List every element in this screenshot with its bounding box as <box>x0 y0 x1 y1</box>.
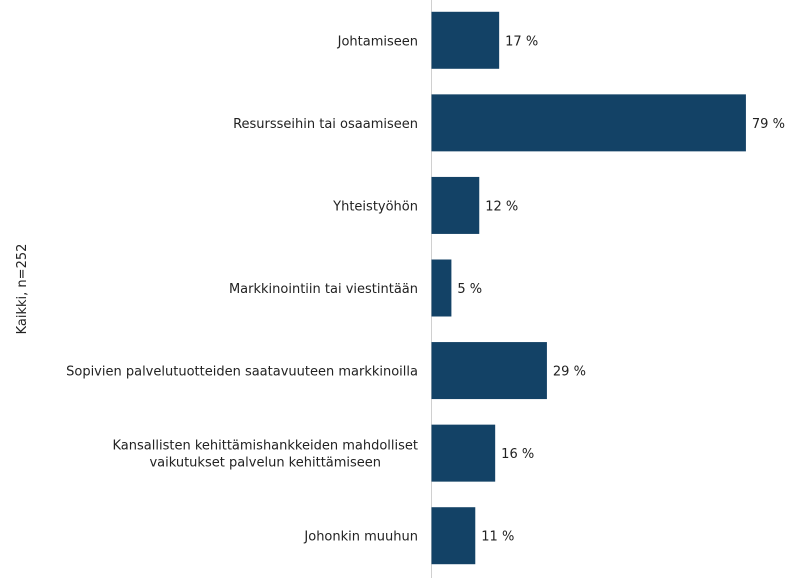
category-label-line: Kansallisten kehittämishankkeiden mahdol… <box>113 439 419 454</box>
bar <box>431 176 480 234</box>
bar <box>431 11 500 69</box>
value-label: 5 % <box>457 282 482 297</box>
value-labels-group: 17 % 79 % 12 % 5 % 29 % 16 % 11 % <box>457 34 785 544</box>
value-label: 29 % <box>553 365 586 380</box>
value-label: 79 % <box>752 117 785 132</box>
value-label: 12 % <box>485 199 518 214</box>
category-label: Yhteistyöhön <box>332 199 418 214</box>
category-label: Resursseihin tai osaamiseen <box>233 117 418 132</box>
value-label: 17 % <box>505 34 538 49</box>
category-label: Markkinointiin tai viestintään <box>229 282 418 297</box>
category-label: Sopivien palvelutuotteiden saatavuuteen … <box>66 365 418 380</box>
category-label: Johtamiseen <box>337 34 418 49</box>
bar <box>431 94 746 152</box>
category-label-line: vaikutukset palvelun kehittämiseen <box>149 456 381 471</box>
bar <box>431 507 476 565</box>
bar <box>431 259 452 317</box>
category-label: Kansallisten kehittämishankkeiden mahdol… <box>113 439 419 454</box>
category-labels-group: Johtamiseen Resursseihin tai osaamiseen Yh… <box>66 34 418 544</box>
bars-group <box>431 11 746 565</box>
value-label: 16 % <box>501 447 534 462</box>
value-label: 11 % <box>481 530 514 545</box>
bar <box>431 342 547 400</box>
y-axis-title: Kaikki, n=252 <box>15 244 30 335</box>
bar <box>431 424 496 482</box>
category-label: Johonkin muuhun <box>303 530 418 545</box>
